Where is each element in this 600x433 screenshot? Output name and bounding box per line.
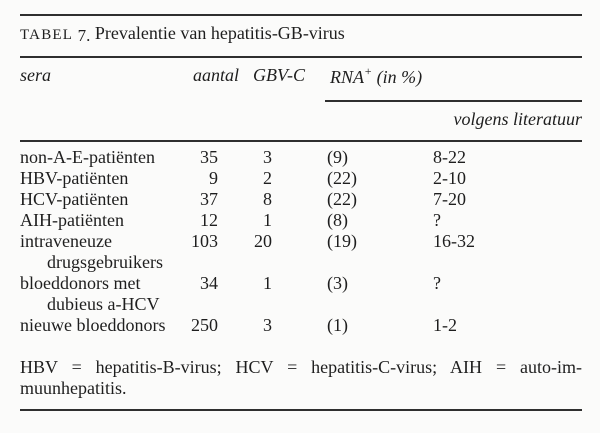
table-footnote: HBV = hepatitis-B-virus; HCV = hepatitis… [20, 357, 582, 399]
cell-literatuur: ? [433, 273, 441, 293]
cell-sera: non-A-E-patiënten [20, 147, 155, 167]
cell-sera: drugsgebruikers [47, 252, 163, 272]
cell-literatuur: 2-10 [433, 168, 466, 188]
cell-literatuur: 7-20 [433, 189, 466, 209]
cell-gbvc: 1 [263, 273, 272, 293]
table-row: intraveneuze 103 20 (19) 16-32 [0, 231, 600, 252]
cell-gbvc: 1 [263, 210, 272, 230]
table-title: TABEL 7. Prevalentie van hepatitis-GB-vi… [20, 23, 345, 45]
column-header-aantal: aantal [193, 65, 240, 85]
column-header-rna: RNA+ (in %) [330, 64, 423, 88]
cell-aantal: 37 [200, 189, 218, 209]
cell-literatuur: 8-22 [433, 147, 466, 167]
footnote-line-2: muunhepatitis. [20, 378, 127, 398]
cell-gbvc: 20 [254, 231, 272, 251]
cell-sera: nieuwe bloeddonors [20, 315, 166, 335]
cell-literatuur: ? [433, 210, 441, 230]
footnote-line-1: HBV = hepatitis-B-virus; HCV = hepatitis… [20, 357, 582, 377]
cell-sera: HBV-patiënten [20, 168, 129, 188]
table-label-caps: TABEL [20, 27, 74, 43]
cell-percent: (9) [327, 147, 348, 167]
rule-above-body [20, 140, 582, 142]
subheader-volgens-literatuur: volgens literatuur [453, 109, 583, 129]
cell-aantal: 34 [200, 273, 218, 293]
cell-percent: (19) [327, 231, 357, 251]
cell-literatuur: 1-2 [433, 315, 457, 335]
cell-gbvc: 2 [263, 168, 272, 188]
table-row: drugsgebruikers [0, 252, 600, 273]
table-row: HCV-patiënten 37 8 (22) 7-20 [0, 189, 600, 210]
cell-percent: (8) [327, 210, 348, 230]
cell-percent: (3) [327, 273, 348, 293]
table-row: HBV-patiënten 9 2 (22) 2-10 [0, 168, 600, 189]
table-body: non-A-E-patiënten 35 3 (9) 8-22 HBV-pati… [0, 147, 600, 336]
rule-above-subheader [325, 100, 582, 102]
table-row: non-A-E-patiënten 35 3 (9) 8-22 [0, 147, 600, 168]
table-row: AIH-patiënten 12 1 (8) ? [0, 210, 600, 231]
cell-literatuur: 16-32 [433, 231, 475, 251]
column-header-sera: sera [20, 65, 51, 85]
cell-aantal: 250 [191, 315, 218, 335]
rule-below-title [20, 56, 582, 58]
cell-sera: AIH-patiënten [20, 210, 124, 230]
rna-paren-label: (in %) [372, 67, 423, 87]
cell-aantal: 35 [200, 147, 218, 167]
cell-gbvc: 3 [263, 315, 272, 335]
cell-aantal: 9 [209, 168, 218, 188]
cell-sera: HCV-patiënten [20, 189, 129, 209]
cell-percent: (22) [327, 168, 357, 188]
rule-bottom [20, 409, 582, 411]
table-row: dubieus a-HCV [0, 294, 600, 315]
rna-label: RNA [330, 67, 364, 87]
cell-percent: (22) [327, 189, 357, 209]
table-row: bloeddonors met 34 1 (3) ? [0, 273, 600, 294]
cell-percent: (1) [327, 315, 348, 335]
table-row: nieuwe bloeddonors 250 3 (1) 1-2 [0, 315, 600, 336]
cell-aantal: 12 [200, 210, 218, 230]
column-header-gbvc: GBV-C [253, 65, 305, 85]
cell-sera: bloeddonors met [20, 273, 141, 293]
cell-gbvc: 3 [263, 147, 272, 167]
table-title-text: Prevalentie van hepatitis-GB-virus [94, 23, 345, 43]
cell-aantal: 103 [191, 231, 218, 251]
rna-superscript-plus: + [364, 64, 373, 78]
table-label-number: 7. [77, 26, 91, 45]
cell-sera: intraveneuze [20, 231, 112, 251]
rule-top [20, 14, 582, 16]
cell-gbvc: 8 [263, 189, 272, 209]
cell-sera: dubieus a-HCV [47, 294, 160, 314]
